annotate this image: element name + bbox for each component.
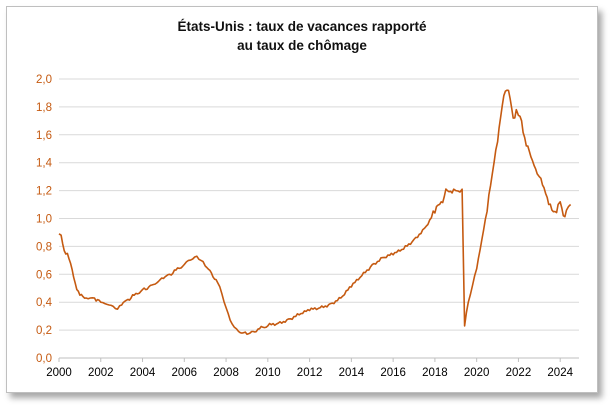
x-tick-label-3: 2006	[172, 367, 198, 379]
x-tick-label-9: 2018	[422, 367, 448, 379]
x-tick-label-1: 2002	[88, 367, 114, 379]
y-tick-label-7: 1,4	[36, 158, 53, 170]
x-tick-label-10: 2020	[464, 367, 490, 379]
x-tick-label-12: 2024	[547, 367, 573, 379]
x-tick-label-8: 2016	[380, 367, 406, 379]
y-tick-label-4: 0,8	[36, 241, 52, 253]
x-tick-label-4: 2008	[213, 367, 239, 379]
line-chart: 0,00,20,40,60,81,01,21,41,61,82,0 2000 20…	[36, 74, 579, 379]
x-tick-label-0: 2000	[46, 367, 72, 379]
y-tick-label-10: 2,0	[36, 74, 52, 86]
x-tick-label-5: 2010	[255, 367, 281, 379]
x-axis: 2000 2002 2004 2006 2008 2010 2012 2014 2016 2018…	[46, 357, 579, 379]
series-layer	[58, 89, 572, 336]
y-tick-label-0: 0,0	[36, 353, 52, 365]
chart-frame: États-Unis : taux de vacances rapporté a…	[6, 6, 598, 393]
y-tick-label-2: 0,4	[36, 297, 53, 309]
gridlines	[59, 78, 579, 331]
x-tick-label-2: 2004	[130, 367, 156, 379]
y-tick-label-6: 1,2	[36, 186, 52, 198]
y-axis: 0,0 0,2 0,4 0,6 0,8 1,0 1,2 1,4 1,6 1,8 2,0	[36, 74, 53, 365]
y-tick-label-5: 1,0	[36, 214, 52, 226]
y-tick-label-8: 1,6	[36, 130, 52, 142]
x-tick-label-11: 2022	[506, 367, 532, 379]
y-tick-label-3: 0,6	[36, 269, 52, 281]
x-tick-label-6: 2012	[297, 367, 323, 379]
chart-title: États-Unis : taux de vacances rapporté a…	[7, 17, 597, 55]
chart-title-line-1: États-Unis : taux de vacances rapporté	[177, 19, 427, 34]
y-tick-label-9: 1,8	[36, 102, 52, 114]
chart-title-line-2: au taux de chômage	[237, 38, 367, 53]
y-tick-label-1: 0,2	[36, 325, 52, 337]
x-tick-label-7: 2014	[339, 367, 365, 379]
series-line-0	[58, 89, 572, 336]
